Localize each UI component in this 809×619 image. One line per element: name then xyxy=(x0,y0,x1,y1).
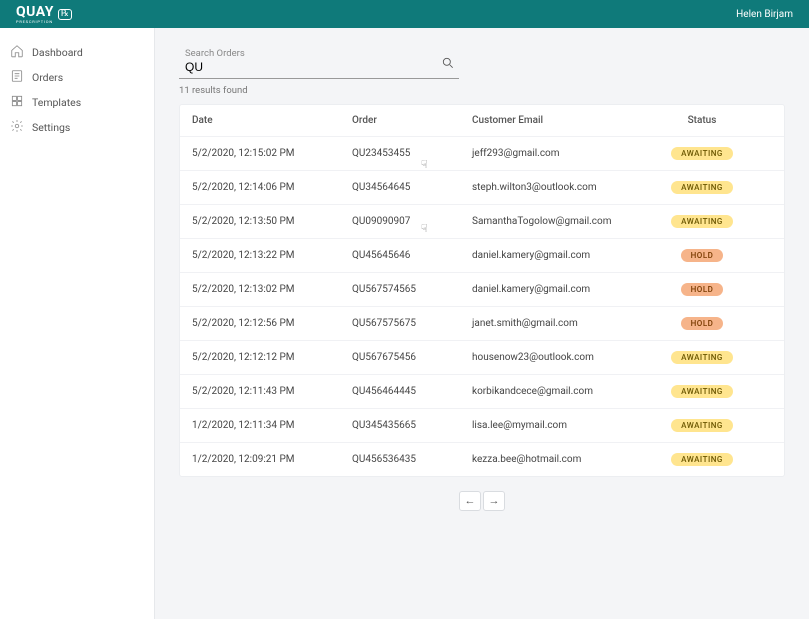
search-label: Search Orders xyxy=(185,48,245,59)
cell-date: 5/2/2020, 12:11:43 PM xyxy=(192,386,352,397)
status-badge: AWAITING xyxy=(671,147,733,160)
col-header-status: Status xyxy=(662,115,742,126)
cell-order: QU456536435 xyxy=(352,454,472,465)
col-header-email: Customer Email xyxy=(472,115,662,126)
brand-logo: QUAY PRESCRIPTION ℞ xyxy=(16,4,72,24)
cell-date: 5/2/2020, 12:13:22 PM xyxy=(192,250,352,261)
cell-status: HOLD xyxy=(662,317,742,330)
templates-icon xyxy=(10,94,24,111)
sidebar-item-label: Settings xyxy=(32,121,70,134)
sidebar-item-label: Orders xyxy=(32,71,63,84)
main-content: Search Orders 11 results found Date Orde… xyxy=(155,28,809,619)
home-icon xyxy=(10,44,24,61)
settings-icon xyxy=(10,119,24,136)
table-row[interactable]: 5/2/2020, 12:13:50 PMQU09090907SamanthaT… xyxy=(180,205,784,239)
cell-email: housenow23@outlook.com xyxy=(472,352,662,363)
cell-email: daniel.kamery@gmail.com xyxy=(472,250,662,261)
cell-status: HOLD xyxy=(662,283,742,296)
cell-email: steph.wilton3@outlook.com xyxy=(472,182,662,193)
current-user[interactable]: Helen Birjam xyxy=(736,9,793,20)
col-header-order: Order xyxy=(352,115,472,126)
cell-email: jeff293@gmail.com xyxy=(472,148,662,159)
status-badge: AWAITING xyxy=(671,351,733,364)
status-badge: AWAITING xyxy=(671,181,733,194)
cell-date: 1/2/2020, 12:11:34 PM xyxy=(192,420,352,431)
search-field: Search Orders xyxy=(179,46,459,79)
status-badge: HOLD xyxy=(681,283,724,296)
status-badge: AWAITING xyxy=(671,419,733,432)
cell-date: 5/2/2020, 12:14:06 PM xyxy=(192,182,352,193)
table-row[interactable]: 5/2/2020, 12:15:02 PMQU23453455jeff293@g… xyxy=(180,137,784,171)
cell-date: 5/2/2020, 12:13:50 PM xyxy=(192,216,352,227)
sidebar-item-label: Templates xyxy=(32,96,81,109)
rx-icon: ℞ xyxy=(58,9,72,20)
cell-date: 5/2/2020, 12:12:56 PM xyxy=(192,318,352,329)
brand-sub: PRESCRIPTION xyxy=(16,19,54,24)
table-row[interactable]: 5/2/2020, 12:12:56 PMQU567575675janet.sm… xyxy=(180,307,784,341)
status-badge: HOLD xyxy=(681,317,724,330)
sidebar-item-settings[interactable]: Settings xyxy=(0,115,154,140)
cell-order: QU567575675 xyxy=(352,318,472,329)
cell-order: QU09090907 xyxy=(352,216,472,227)
cell-status: AWAITING xyxy=(662,453,742,466)
cell-status: AWAITING xyxy=(662,215,742,228)
cell-order: QU45645646 xyxy=(352,250,472,261)
cell-date: 1/2/2020, 12:09:21 PM xyxy=(192,454,352,465)
cell-date: 5/2/2020, 12:12:12 PM xyxy=(192,352,352,363)
cell-email: korbikandcece@gmail.com xyxy=(472,386,662,397)
cell-order: QU23453455 xyxy=(352,148,472,159)
sidebar: Dashboard Orders Templates Settings xyxy=(0,28,155,619)
next-page-button[interactable]: → xyxy=(483,491,505,511)
table-row[interactable]: 1/2/2020, 12:09:21 PMQU456536435kezza.be… xyxy=(180,443,784,476)
cell-order: QU456464445 xyxy=(352,386,472,397)
table-row[interactable]: 5/2/2020, 12:13:22 PMQU45645646daniel.ka… xyxy=(180,239,784,273)
table-header-row: Date Order Customer Email Status xyxy=(180,105,784,137)
col-header-date: Date xyxy=(192,115,352,126)
sidebar-item-orders[interactable]: Orders xyxy=(0,65,154,90)
cell-status: AWAITING xyxy=(662,385,742,398)
prev-page-button[interactable]: ← xyxy=(459,491,481,511)
sidebar-item-dashboard[interactable]: Dashboard xyxy=(0,40,154,65)
cell-email: kezza.bee@hotmail.com xyxy=(472,454,662,465)
cell-order: QU345435665 xyxy=(352,420,472,431)
cell-status: AWAITING xyxy=(662,147,742,160)
cell-status: AWAITING xyxy=(662,351,742,364)
orders-icon xyxy=(10,69,24,86)
table-row[interactable]: 5/2/2020, 12:11:43 PMQU456464445korbikan… xyxy=(180,375,784,409)
sidebar-item-label: Dashboard xyxy=(32,46,83,59)
status-badge: AWAITING xyxy=(671,215,733,228)
brand-name: QUAY xyxy=(16,4,54,20)
cell-email: daniel.kamery@gmail.com xyxy=(472,284,662,295)
cell-email: SamanthaTogolow@gmail.com xyxy=(472,216,662,227)
cell-email: janet.smith@gmail.com xyxy=(472,318,662,329)
status-badge: HOLD xyxy=(681,249,724,262)
search-icon[interactable] xyxy=(441,56,455,73)
table-row[interactable]: 5/2/2020, 12:14:06 PMQU34564645steph.wil… xyxy=(180,171,784,205)
cell-date: 5/2/2020, 12:13:02 PM xyxy=(192,284,352,295)
topbar: QUAY PRESCRIPTION ℞ Helen Birjam xyxy=(0,0,809,28)
cell-date: 5/2/2020, 12:15:02 PM xyxy=(192,148,352,159)
sidebar-item-templates[interactable]: Templates xyxy=(0,90,154,115)
cell-status: AWAITING xyxy=(662,181,742,194)
cell-status: AWAITING xyxy=(662,419,742,432)
cell-email: lisa.lee@mymail.com xyxy=(472,420,662,431)
cell-status: HOLD xyxy=(662,249,742,262)
status-badge: AWAITING xyxy=(671,453,733,466)
cell-order: QU567675456 xyxy=(352,352,472,363)
table-row[interactable]: 1/2/2020, 12:11:34 PMQU345435665lisa.lee… xyxy=(180,409,784,443)
table-row[interactable]: 5/2/2020, 12:12:12 PMQU567675456housenow… xyxy=(180,341,784,375)
status-badge: AWAITING xyxy=(671,385,733,398)
cell-order: QU567574565 xyxy=(352,284,472,295)
orders-table: Date Order Customer Email Status 5/2/202… xyxy=(179,104,785,477)
results-count: 11 results found xyxy=(179,85,785,96)
pager: ← → xyxy=(179,491,785,511)
cell-order: QU34564645 xyxy=(352,182,472,193)
table-row[interactable]: 5/2/2020, 12:13:02 PMQU567574565daniel.k… xyxy=(180,273,784,307)
